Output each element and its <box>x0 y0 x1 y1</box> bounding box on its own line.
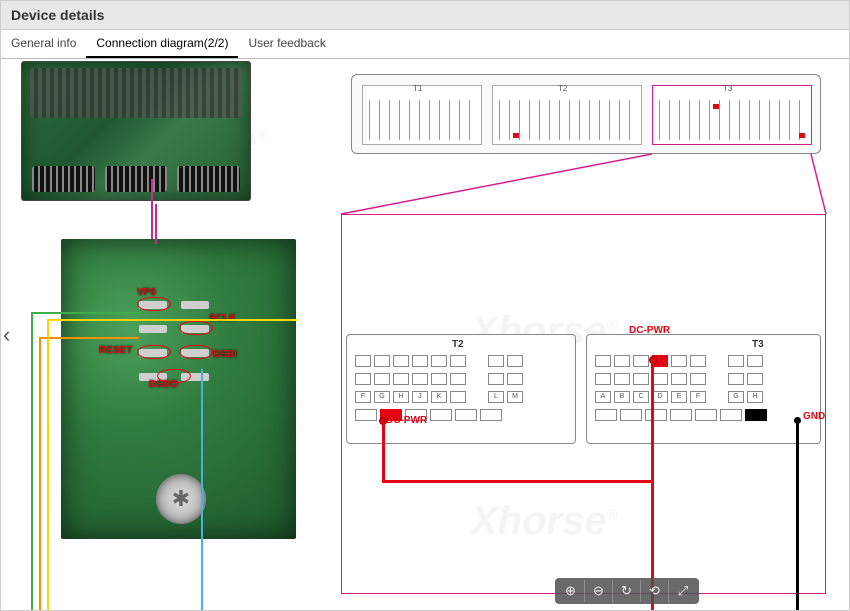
pcb-closeup: VP0 SCLK RESET DSDI DSDO <box>61 239 296 539</box>
wire-magenta <box>155 204 157 244</box>
wire-power <box>651 362 654 610</box>
block-label-t1: T1 <box>413 84 422 93</box>
wire-ground <box>796 422 799 610</box>
signal-label-dcpwr-top: DC-PWR <box>629 325 670 336</box>
block-label-t3: T3 <box>723 84 732 93</box>
pin-label-reset: RESET <box>99 345 132 356</box>
zoom-in-icon[interactable]: ⊕ <box>557 580 585 602</box>
wire-orange <box>39 337 41 610</box>
connection-diagram: Xhorse® Xhorse® Xhorse® Xhorse® Xhorse® … <box>1 59 849 610</box>
signal-label-gnd: GND <box>803 411 825 422</box>
block-label-t2: T2 <box>558 84 567 93</box>
wire-power <box>382 422 385 482</box>
tab-connection-diagram[interactable]: Connection diagram(2/2) <box>86 30 238 58</box>
screw-icon <box>156 474 206 524</box>
wire-blue <box>201 369 203 610</box>
tab-user-feedback[interactable]: User feedback <box>238 30 335 58</box>
pin-label-dsdo: DSDO <box>149 379 178 390</box>
tabs-bar: General info Connection diagram(2/2) Use… <box>1 30 849 59</box>
tab-general-info[interactable]: General info <box>1 30 86 58</box>
window-title: Device details <box>1 1 849 30</box>
connector-t2: T2 FGHJKLM <box>346 334 576 444</box>
zoom-out-icon[interactable]: ⊖ <box>585 580 613 602</box>
connector-t3: T3 ABCDEFGH <box>586 334 821 444</box>
zoom-leader-line <box>151 179 153 241</box>
connector-outline-top: T1 T2 T3 <box>351 74 821 154</box>
wire-yellow <box>47 319 49 610</box>
device-details-window: Device details General info Connection d… <box>0 0 850 611</box>
reset-icon[interactable]: ⟲ <box>641 580 669 602</box>
section-title-t3: T3 <box>752 339 764 350</box>
section-title-t2: T2 <box>452 339 464 350</box>
diagram-viewport[interactable]: ‹ Xhorse® Xhorse® Xhorse® Xhorse® Xhorse… <box>1 59 849 610</box>
pin-label-dsdi: DSDI <box>213 349 237 360</box>
connector-detail: T2 FGHJKLM T3 ABCDEFGH <box>341 334 826 449</box>
ecu-module-photo <box>21 61 251 201</box>
pin-gnd <box>745 409 767 421</box>
wire-power <box>382 480 653 483</box>
rotate-icon[interactable]: ↻ <box>613 580 641 602</box>
expand-icon[interactable]: ⤢ <box>669 580 697 602</box>
prev-page-chevron[interactable]: ‹ <box>3 322 10 348</box>
signal-label-dcpwr-bot: DC-PWR <box>386 415 427 426</box>
pin-label-vp0: VP0 <box>137 287 156 298</box>
wire-green <box>31 312 33 610</box>
image-toolbar: ⊕ ⊖ ↻ ⟲ ⤢ <box>555 578 699 604</box>
